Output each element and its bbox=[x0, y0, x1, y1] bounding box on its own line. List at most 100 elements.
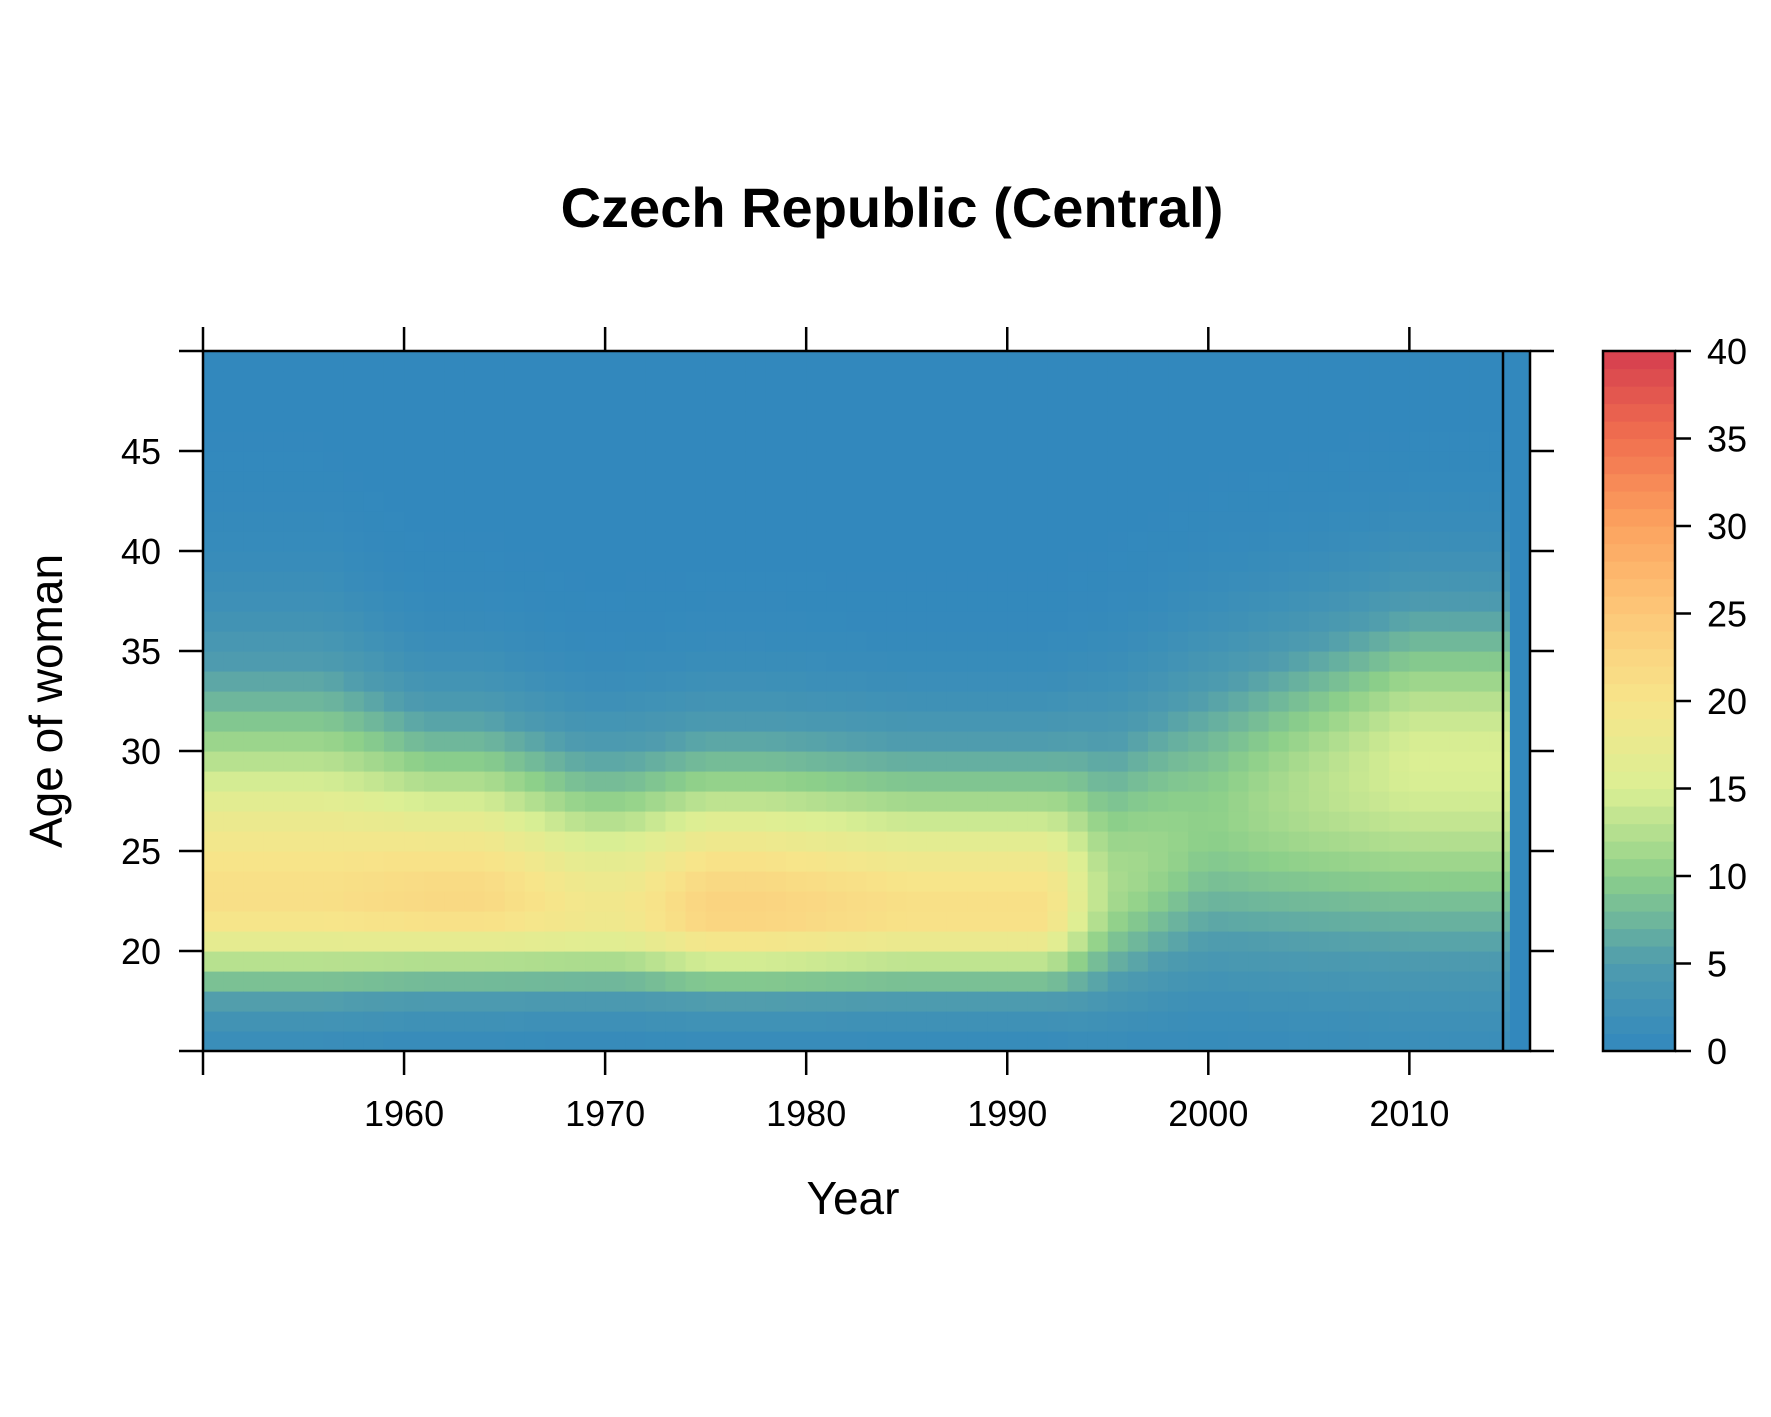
heatmap-cell bbox=[685, 911, 707, 932]
heatmap-cell bbox=[967, 971, 988, 992]
heatmap-cell bbox=[1268, 831, 1290, 852]
heatmap-cell bbox=[946, 991, 968, 1012]
heatmap-cell bbox=[323, 751, 345, 772]
heatmap-cell bbox=[946, 811, 968, 832]
heatmap-cell bbox=[363, 651, 385, 672]
heatmap-cell bbox=[1168, 731, 1189, 752]
heatmap-cell bbox=[263, 651, 285, 672]
heatmap-cell bbox=[725, 931, 747, 952]
heatmap-cell bbox=[745, 771, 767, 792]
heatmap-cell bbox=[1489, 411, 1511, 432]
heatmap-cell bbox=[1389, 431, 1410, 452]
heatmap-cell bbox=[343, 411, 365, 432]
heatmap-cell bbox=[564, 551, 586, 572]
heatmap-cell bbox=[323, 351, 345, 372]
heatmap-cell bbox=[363, 811, 385, 832]
heatmap-cell bbox=[1027, 411, 1049, 432]
heatmap-cell bbox=[745, 551, 767, 572]
heatmap-cell bbox=[1349, 851, 1370, 872]
heatmap-cell bbox=[705, 371, 727, 392]
heatmap-cell bbox=[1308, 651, 1330, 672]
heatmap-cell bbox=[1127, 811, 1149, 832]
heatmap-cell bbox=[1027, 831, 1049, 852]
heatmap-cell bbox=[504, 871, 526, 892]
heatmap-cell bbox=[383, 591, 405, 612]
heatmap-cell bbox=[1308, 691, 1330, 712]
heatmap-cell bbox=[967, 551, 988, 572]
heatmap-cell bbox=[544, 431, 566, 452]
heatmap-cell bbox=[1047, 431, 1069, 452]
heatmap-cell bbox=[444, 651, 465, 672]
heatmap-cell bbox=[1248, 991, 1270, 1012]
heatmap-cell bbox=[806, 691, 827, 712]
heatmap-cell bbox=[1067, 971, 1089, 992]
heatmap-cell bbox=[1469, 851, 1491, 872]
heatmap-cell bbox=[1429, 831, 1451, 852]
heatmap-cell bbox=[383, 411, 405, 432]
heatmap-cell bbox=[1328, 731, 1350, 752]
heatmap-cell bbox=[303, 1031, 325, 1052]
heatmap-cell bbox=[1147, 811, 1169, 832]
heatmap-cell bbox=[745, 811, 767, 832]
heatmap-cell bbox=[1027, 551, 1049, 572]
heatmap-cell bbox=[1489, 891, 1511, 912]
heatmap-cell bbox=[1007, 771, 1028, 792]
colorbar-tick-label: 20 bbox=[1707, 681, 1747, 722]
heatmap-cell bbox=[1268, 1011, 1290, 1032]
heatmap-cell bbox=[424, 951, 445, 972]
heatmap-cell bbox=[544, 651, 566, 672]
heatmap-cell bbox=[1168, 811, 1189, 832]
heatmap-cell bbox=[283, 811, 305, 832]
heatmap-cell bbox=[1429, 791, 1451, 812]
heatmap-cell bbox=[886, 591, 908, 612]
heatmap-cell bbox=[1328, 591, 1350, 612]
heatmap-cell bbox=[1328, 551, 1350, 572]
heatmap-cell bbox=[866, 891, 888, 912]
heatmap-cell bbox=[1147, 531, 1169, 552]
heatmap-cell bbox=[1489, 591, 1511, 612]
colorbar-swatch bbox=[1603, 998, 1675, 1017]
heatmap-cell bbox=[846, 791, 868, 812]
heatmap-cell bbox=[806, 611, 827, 632]
heatmap-cell bbox=[484, 991, 506, 1012]
heatmap-cell bbox=[786, 671, 807, 692]
heatmap-cell bbox=[1409, 391, 1431, 412]
heatmap-cell bbox=[1369, 531, 1390, 552]
heatmap-cell bbox=[605, 511, 626, 532]
heatmap-cell bbox=[1047, 731, 1069, 752]
heatmap-cell bbox=[404, 1011, 425, 1032]
heatmap-cell bbox=[685, 931, 707, 952]
heatmap-cell bbox=[1147, 511, 1169, 532]
heatmap-cell bbox=[926, 1011, 948, 1032]
heatmap-cell bbox=[424, 991, 445, 1012]
heatmap-cell bbox=[564, 711, 586, 732]
heatmap-cell bbox=[1389, 1031, 1410, 1052]
heatmap-cell bbox=[1168, 1031, 1189, 1052]
heatmap-cell bbox=[1228, 611, 1250, 632]
heatmap-cell bbox=[1489, 691, 1511, 712]
heatmap-cell bbox=[645, 371, 667, 392]
heatmap-cell bbox=[987, 731, 1008, 752]
heatmap-cell bbox=[1469, 351, 1491, 372]
heatmap-cell bbox=[1208, 811, 1230, 832]
heatmap-cell bbox=[906, 931, 928, 952]
heatmap-cell bbox=[303, 351, 325, 372]
heatmap-cell bbox=[504, 671, 526, 692]
heatmap-cell bbox=[906, 751, 928, 772]
heatmap-cell bbox=[1127, 791, 1149, 812]
heatmap-cell bbox=[203, 351, 224, 372]
heatmap-cell bbox=[544, 811, 566, 832]
heatmap-cell bbox=[886, 791, 908, 812]
heatmap-cell bbox=[1288, 811, 1310, 832]
heatmap-cell bbox=[705, 611, 727, 632]
heatmap-cell bbox=[444, 611, 465, 632]
heatmap-cell bbox=[1047, 851, 1069, 872]
plot-frame bbox=[201, 349, 1532, 1053]
heatmap-cell bbox=[1027, 891, 1049, 912]
heatmap-cell bbox=[1308, 551, 1330, 572]
heatmap-cell bbox=[1188, 951, 1209, 972]
heatmap-cell bbox=[1067, 1031, 1089, 1052]
heatmap-cell bbox=[1087, 471, 1109, 492]
heatmap-cell bbox=[765, 871, 787, 892]
heatmap-cell bbox=[524, 651, 546, 672]
